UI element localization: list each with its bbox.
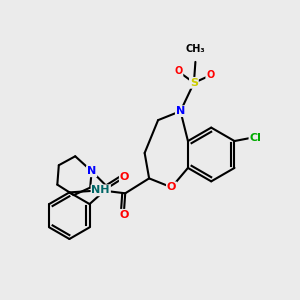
Text: O: O — [119, 210, 128, 220]
Text: O: O — [120, 172, 129, 182]
Text: O: O — [167, 182, 176, 192]
Text: N: N — [87, 166, 96, 176]
Text: Cl: Cl — [250, 133, 261, 143]
Text: O: O — [174, 67, 182, 76]
Text: N: N — [87, 166, 96, 176]
Text: CH₃: CH₃ — [186, 44, 205, 54]
Text: NH: NH — [92, 185, 110, 195]
Text: N: N — [176, 106, 185, 116]
Text: S: S — [190, 78, 198, 88]
Text: O: O — [206, 70, 214, 80]
